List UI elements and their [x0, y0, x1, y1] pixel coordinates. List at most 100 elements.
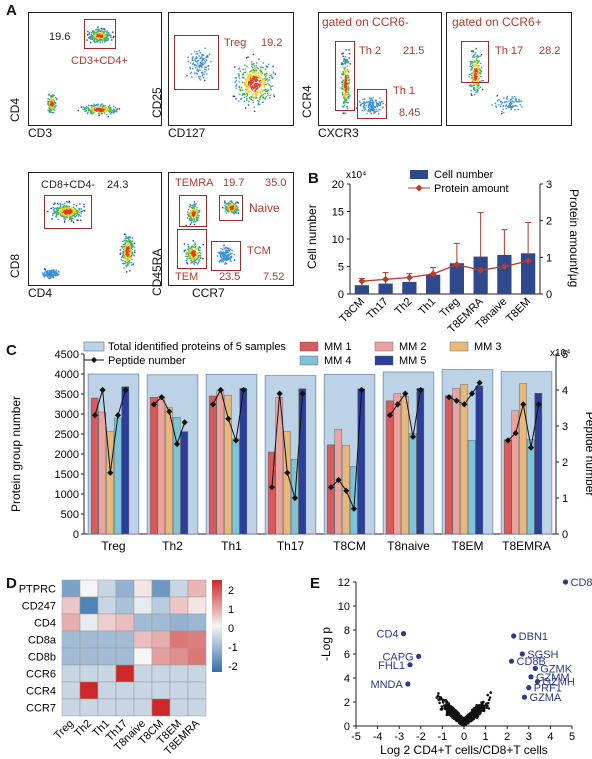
flow-event [124, 256, 126, 258]
flow-event [56, 202, 59, 205]
flow-event [99, 32, 101, 35]
protein-dot [454, 718, 458, 721]
flow-event [113, 112, 115, 114]
bar-mm [452, 388, 461, 535]
flow-event [274, 73, 276, 75]
legend-swatch-total [83, 341, 105, 352]
y-right-tick-label: 3 [562, 421, 568, 433]
ylabel-cd4: CD4 [8, 97, 22, 122]
flow-event [248, 86, 250, 89]
flow-event [200, 64, 202, 66]
flow-event [190, 252, 192, 255]
flow-event [57, 273, 60, 276]
flow-event [134, 249, 136, 252]
flow-event [96, 35, 98, 38]
flow-event [132, 245, 134, 248]
flow-event [92, 31, 94, 33]
flow-event [43, 273, 45, 275]
flow-event [513, 101, 515, 103]
flow-event [254, 90, 256, 92]
flow-event [202, 62, 204, 64]
xlabel-cd3: CD3 [28, 126, 53, 140]
flow-event [194, 246, 197, 249]
flow-event [129, 254, 131, 256]
flow-event [98, 114, 101, 117]
flow-event [113, 35, 115, 38]
flow-event [48, 270, 51, 273]
flow-event [187, 253, 190, 255]
flow-event [231, 249, 233, 252]
protein-dot [486, 693, 489, 697]
flow-event [261, 80, 263, 83]
protein-point [477, 266, 485, 274]
flow-event [92, 112, 94, 114]
flow-event [101, 112, 104, 115]
flow-event [257, 72, 260, 74]
flow-event [507, 105, 509, 107]
flow-event [348, 77, 350, 79]
flow-event [191, 257, 194, 260]
flow-event [250, 78, 252, 80]
bar-cell-number [497, 254, 512, 294]
flow-event [121, 245, 123, 248]
flow-event [47, 103, 49, 105]
flow-event [225, 258, 227, 260]
flow-event [232, 212, 235, 214]
flow-event [343, 60, 345, 62]
flow-event [202, 257, 204, 260]
flow-event [348, 49, 350, 51]
flow-event [252, 72, 255, 74]
flow-event [379, 104, 381, 106]
flow-event [199, 79, 202, 81]
flow-event [230, 260, 232, 262]
flow-event [101, 41, 104, 43]
flow-event [104, 106, 106, 108]
flow-event [194, 256, 196, 258]
flow-event [55, 271, 57, 274]
flow-event [127, 241, 130, 244]
flow-event [473, 74, 476, 76]
bar-mm [408, 432, 417, 535]
flow-event [125, 261, 127, 263]
flow-event [347, 82, 349, 85]
x-tick-label: Th2 [162, 539, 183, 553]
flow-event [70, 211, 72, 214]
flow-event [224, 262, 227, 264]
flow-event [189, 203, 191, 206]
gate-cd3cd4 [84, 19, 116, 49]
flow-event [100, 36, 102, 38]
flow-event [190, 217, 192, 220]
flow-event [75, 215, 78, 217]
flow-event [107, 106, 110, 108]
flow-event [187, 56, 189, 58]
flow-event [189, 66, 191, 69]
flow-event [115, 109, 118, 111]
flow-event [66, 207, 68, 210]
flow-event [99, 37, 101, 39]
flow-event [263, 84, 265, 86]
x-tick-label: 4 [547, 731, 553, 743]
flow-event [69, 210, 71, 212]
flow-event [196, 253, 198, 256]
flow-event [347, 96, 349, 99]
flow-event [68, 214, 71, 216]
flow-event [366, 112, 368, 115]
flow-event [468, 84, 471, 87]
flow-event [47, 272, 49, 274]
flow-event [226, 256, 229, 258]
flow-event [196, 207, 198, 209]
flow-event [51, 102, 53, 104]
flow-event [94, 36, 96, 39]
color-scale-tick: 0 [228, 623, 234, 635]
flow-event [191, 246, 193, 249]
flow-event [49, 102, 51, 104]
flow-event [189, 212, 191, 214]
flow-event [67, 209, 69, 211]
legend-swatch-mm [374, 341, 394, 352]
flow-event [482, 88, 484, 91]
x-tick-label: T8EMRA [502, 539, 551, 553]
flow-event [510, 108, 512, 110]
flow-event [257, 79, 259, 82]
flow-event [195, 252, 198, 255]
flow-event [224, 255, 227, 257]
